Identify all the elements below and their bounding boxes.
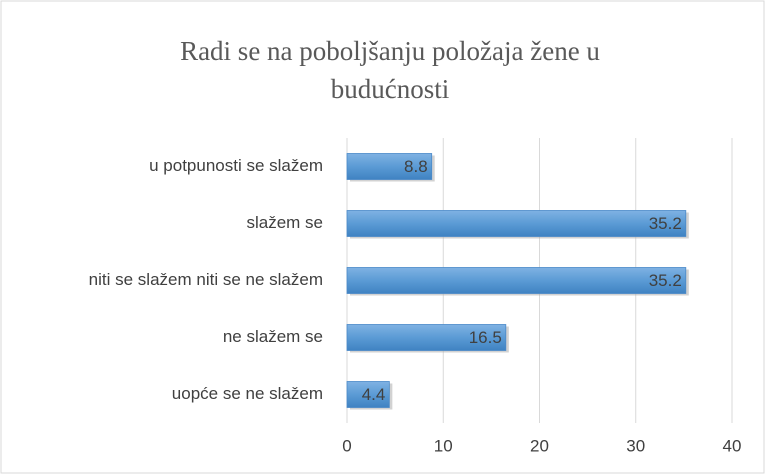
y-tick-label: niti se slažem niti se ne slažem [89,270,323,289]
data-label: 8.8 [404,157,428,176]
data-label: 35.2 [649,214,682,233]
chart-title: Radi se na poboljšanju položaja žene u [180,36,600,66]
x-tick-label: 20 [530,436,549,455]
data-label: 16.5 [469,328,502,347]
bar [346,267,687,294]
y-tick-label: ne slažem se [223,327,323,346]
data-label: 35.2 [649,271,682,290]
bar [346,153,433,180]
x-tick-label: 30 [626,436,645,455]
bar [346,324,507,351]
x-tick-label: 10 [434,436,453,455]
y-tick-label: u potpunosti se slažem [149,156,323,175]
y-tick-label: uopće se ne slažem [172,384,323,403]
bar [346,210,687,237]
chart-title: budućnosti [331,74,450,104]
x-tick-label: 0 [342,436,351,455]
x-tick-label: 40 [723,436,742,455]
bar [346,381,390,408]
y-tick-label: slažem se [246,213,323,232]
data-label: 4.4 [362,385,386,404]
